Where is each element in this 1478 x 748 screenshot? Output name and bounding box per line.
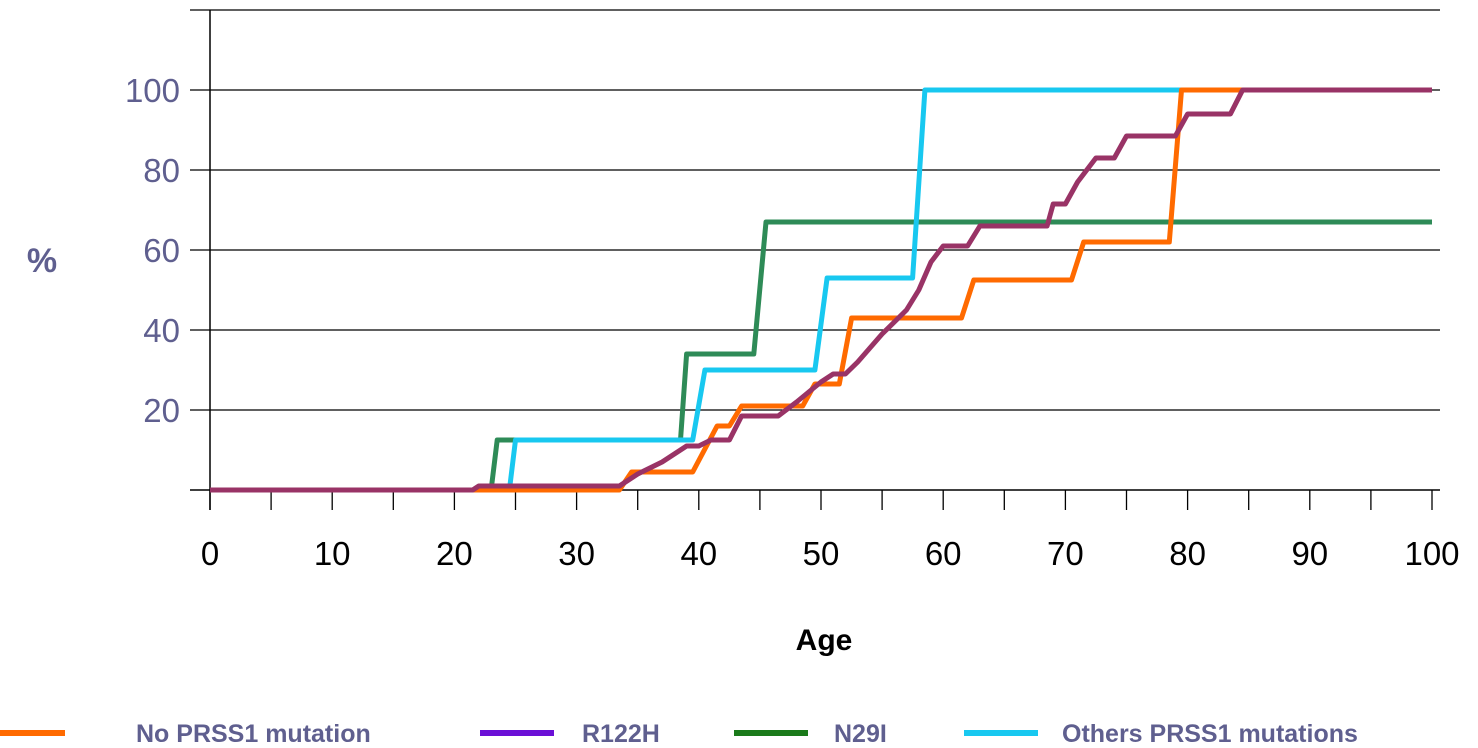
series-line-r122h	[210, 87, 1432, 493]
x-tick-label: 60	[925, 535, 962, 572]
x-tick-label: 0	[201, 535, 219, 572]
y-tick-label: 80	[143, 152, 180, 189]
y-tick-label: 20	[143, 392, 180, 429]
x-tick-label: 10	[314, 535, 351, 572]
x-tick-label: 80	[1169, 535, 1206, 572]
y-tick-label: 100	[125, 72, 180, 109]
x-tick-label: 50	[803, 535, 840, 572]
y-tick-label: 60	[143, 232, 180, 269]
legend-label: R122H	[582, 720, 660, 748]
x-tick-label: 20	[436, 535, 473, 572]
x-tick-label: 30	[558, 535, 595, 572]
x-tick-label: 90	[1291, 535, 1328, 572]
y-tick-label: 40	[143, 312, 180, 349]
tick-labels: 20 40 60 80 100 0 10 20 30 40 50 60 70 80 90 100	[125, 72, 1460, 572]
legend-label: No PRSS1 mutation	[136, 720, 371, 748]
y-axis-label: %	[27, 242, 57, 280]
axes	[190, 10, 1440, 510]
legend-label: Others PRSS1 mutations	[1062, 720, 1358, 748]
series-line-no-prss1-mutation	[210, 87, 1432, 493]
x-tick-label: 40	[680, 535, 717, 572]
legend-label: N29I	[834, 720, 887, 748]
series-lines	[210, 87, 1432, 493]
series-line-others-prss1-mutations	[210, 87, 1432, 493]
grid-lines	[190, 9, 1440, 411]
x-tick-label: 70	[1047, 535, 1084, 572]
x-axis-label: Age	[796, 624, 853, 657]
x-tick-label: 100	[1404, 535, 1459, 572]
legend: No PRSS1 mutation R122H N29I Others PRSS1 m…	[0, 720, 1358, 748]
series-line-n29i	[210, 219, 1432, 493]
